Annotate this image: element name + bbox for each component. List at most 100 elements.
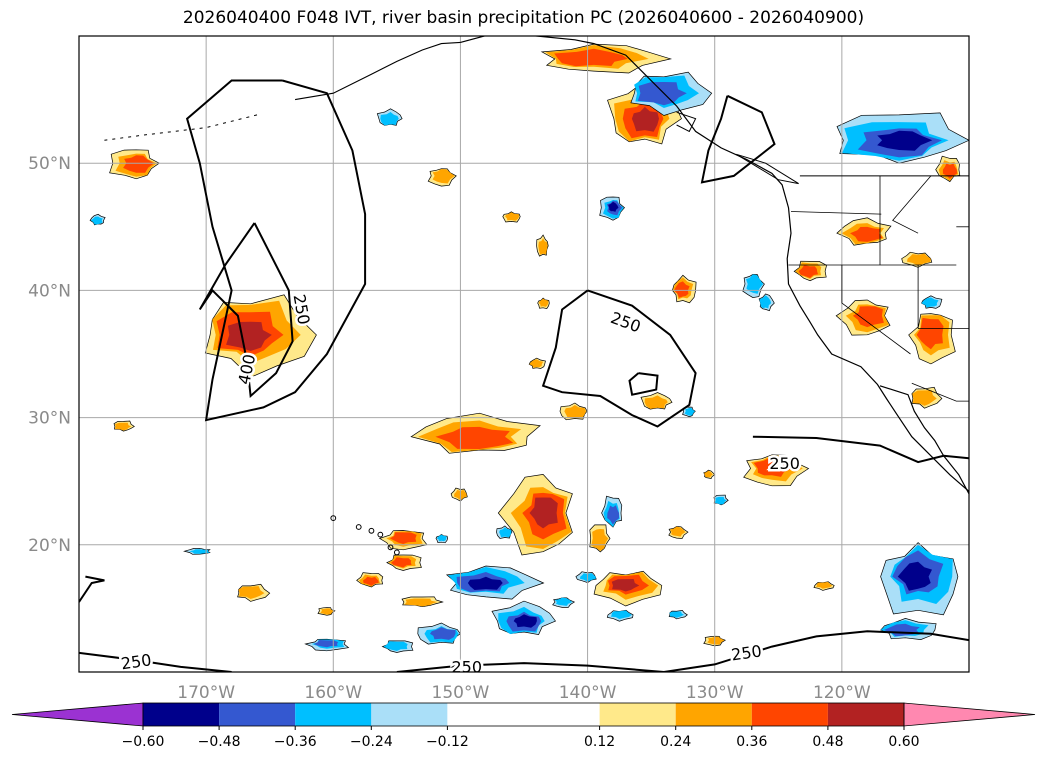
colorbar-segment xyxy=(447,703,600,726)
precip-negative-region xyxy=(607,505,619,525)
precip-positive-region xyxy=(123,155,155,173)
y-tick-label: 20°N xyxy=(28,536,71,556)
haida-gwaii-coast xyxy=(676,111,697,133)
precip-positive-region xyxy=(631,106,659,132)
precip-negative-region xyxy=(608,201,619,212)
precip-negative-region xyxy=(467,576,503,590)
precip-negative-region xyxy=(759,295,772,309)
aleutian-islands xyxy=(104,114,258,141)
precip-positive-region xyxy=(115,422,132,431)
x-tick-label: 150°W xyxy=(432,683,490,703)
precip-positive-region xyxy=(320,608,335,615)
graticule xyxy=(79,36,969,672)
x-tick-label: 130°W xyxy=(686,683,744,703)
precip-pc-field xyxy=(89,43,969,653)
hawaiian-island xyxy=(368,527,375,534)
ivt-250-contour xyxy=(628,372,659,396)
precip-positive-region xyxy=(670,526,686,537)
vancouver-island-coast xyxy=(736,153,799,185)
ivt-contours xyxy=(79,79,969,672)
x-axis: 170°W 160°W 150°W 140°W 130°W 120°W xyxy=(177,683,871,703)
precip-negative-region xyxy=(669,611,684,618)
coastline xyxy=(104,36,969,556)
precip-negative-region xyxy=(897,561,932,591)
precip-negative-region xyxy=(430,627,456,640)
precip-positive-region xyxy=(505,212,519,221)
precip-positive-region xyxy=(432,169,455,184)
map-frame xyxy=(78,35,970,673)
hawaiian-island xyxy=(387,544,394,551)
precip-negative-region xyxy=(877,130,933,151)
ivt-250-contour xyxy=(185,79,367,422)
y-tick-label: 50°N xyxy=(28,154,71,174)
x-tick-label: 120°W xyxy=(813,683,871,703)
precip-negative-region xyxy=(437,534,447,542)
precip-positive-region xyxy=(529,497,558,529)
state-border xyxy=(911,382,969,402)
colorbar-tick-label: −0.24 xyxy=(350,734,393,750)
precip-positive-region xyxy=(674,281,690,298)
precip-positive-region xyxy=(942,163,957,179)
colorbar-tick-label: −0.36 xyxy=(274,734,317,750)
precip-negative-region xyxy=(90,216,103,225)
precip-negative-region xyxy=(189,549,210,554)
precip-positive-region xyxy=(753,456,793,477)
ivt-contour-label: 250 xyxy=(769,454,800,473)
colorbar-segment xyxy=(675,703,752,726)
precip-positive-region xyxy=(435,426,514,449)
colorbar-segment xyxy=(371,703,448,726)
precip-positive-region xyxy=(404,598,438,607)
y-axis: 20°N 30°N 40°N 50°N xyxy=(28,154,71,556)
precip-negative-region xyxy=(554,597,573,606)
colorbar-tick-label: −0.48 xyxy=(198,734,241,750)
hawaiian-island xyxy=(355,524,362,530)
colorbar-segment xyxy=(827,703,904,726)
chart-title: 2026040400 F048 IVT, river basin precipi… xyxy=(182,8,865,28)
colorbar-frame xyxy=(142,702,905,727)
precip-negative-region xyxy=(684,407,695,416)
state-border xyxy=(841,265,911,355)
precip-negative-region xyxy=(714,496,727,505)
ivt-250-contour xyxy=(541,289,697,428)
gulf-of-california-coast xyxy=(879,385,969,495)
precip-negative-region xyxy=(513,614,537,628)
precip-negative-region xyxy=(746,274,764,294)
precip-positive-region xyxy=(538,298,549,307)
x-tick-label: 160°W xyxy=(304,683,362,703)
alaska-peninsula-coast xyxy=(295,41,461,101)
precip-positive-region xyxy=(707,636,725,645)
precip-positive-region xyxy=(644,395,668,409)
colorbar-tick-label: 0.36 xyxy=(736,734,767,750)
colorbar-segment xyxy=(599,703,676,726)
ivt-250-contour xyxy=(396,630,969,672)
x-tick-label: 170°W xyxy=(177,683,235,703)
precip-positive-region xyxy=(798,265,818,278)
precip-positive-region xyxy=(564,405,586,419)
colorbar-tick-label: −0.60 xyxy=(122,734,165,750)
colorbar-segment xyxy=(219,703,296,726)
precip-positive-region xyxy=(391,557,412,568)
ivt-250-contour xyxy=(752,435,969,464)
colorbar-segment xyxy=(295,703,372,726)
precip-positive-region xyxy=(611,579,640,592)
x-tick-label: 140°W xyxy=(559,683,617,703)
pacific-coastline xyxy=(460,36,969,492)
precip-positive-region xyxy=(916,317,944,350)
colorbar-segment xyxy=(143,703,220,726)
precip-positive-region xyxy=(816,582,833,589)
colorbar-min-extend xyxy=(11,702,144,727)
colorbar-tick-label: 0.48 xyxy=(812,734,843,750)
hawaiian-island xyxy=(393,549,400,556)
colorbar: −0.60 −0.48 −0.36 −0.24 −0.12 0.12 0.24 0.36 0.4… xyxy=(11,702,1036,750)
precip-positive-region xyxy=(538,238,548,255)
precip-negative-region xyxy=(313,640,339,648)
precip-negative-region xyxy=(610,610,632,619)
precip-positive-region xyxy=(226,321,272,351)
precip-negative-region xyxy=(499,527,512,538)
precip-positive-region xyxy=(529,359,544,368)
precip-positive-region xyxy=(238,586,265,599)
ivt-250-contour xyxy=(700,94,776,184)
precip-positive-region xyxy=(907,253,931,266)
